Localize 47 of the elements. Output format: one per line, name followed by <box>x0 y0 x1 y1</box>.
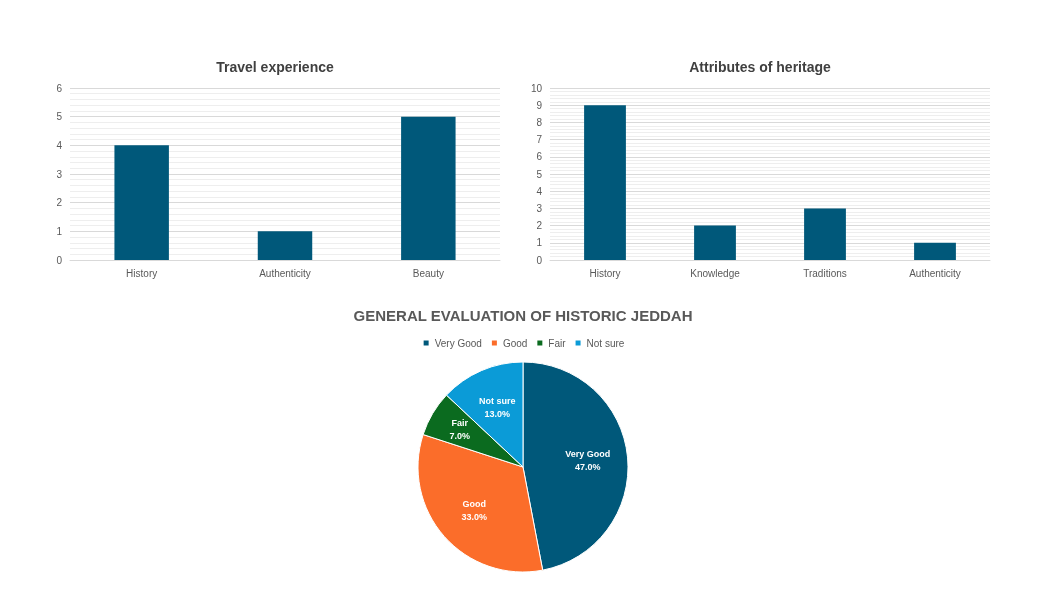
legend-label: Very Good <box>434 337 482 349</box>
y-tick-label: 0 <box>536 254 543 266</box>
data-label: 7.0% <box>449 431 470 442</box>
data-label: 13.0% <box>484 408 510 419</box>
x-tick-label: Authenticity <box>259 267 311 279</box>
x-tick-label: Knowledge <box>690 267 741 279</box>
y-tick-label: 7 <box>536 134 543 146</box>
legend-label: Good <box>502 337 528 349</box>
y-tick-label: 2 <box>536 220 543 232</box>
bar <box>804 208 846 260</box>
y-tick-label: 6 <box>56 82 63 94</box>
bar <box>914 242 956 260</box>
slice-label: Fair <box>451 418 469 429</box>
bar <box>114 145 169 260</box>
y-tick-label: 4 <box>536 185 543 197</box>
slice-label: Very Good <box>565 449 611 460</box>
y-tick-label: 2 <box>56 197 63 209</box>
x-tick-label: History <box>589 267 621 279</box>
y-tick-label: 3 <box>56 168 63 180</box>
y-tick-label: 5 <box>56 111 63 123</box>
bar <box>694 225 736 260</box>
chart-title: Travel experience <box>216 59 334 75</box>
y-tick-label: 8 <box>536 116 543 128</box>
y-tick-label: 4 <box>56 139 63 151</box>
slice-label: Good <box>462 498 486 509</box>
bar <box>584 105 626 260</box>
x-tick-label: Traditions <box>803 267 847 279</box>
chart-title: Attributes of heritage <box>689 59 831 75</box>
y-tick-label: 9 <box>536 99 543 111</box>
data-label: 33.0% <box>461 511 487 522</box>
y-tick-label: 3 <box>536 202 543 214</box>
bar <box>257 231 313 260</box>
x-tick-label: History <box>126 267 158 279</box>
y-tick-label: 1 <box>56 225 63 237</box>
data-label: 47.0% <box>575 462 601 473</box>
y-tick-label: 10 <box>530 82 543 94</box>
legend-label: Fair <box>548 337 567 349</box>
y-tick-label: 0 <box>56 254 63 266</box>
y-tick-label: 5 <box>536 168 543 180</box>
y-tick-label: 1 <box>536 237 543 249</box>
chart-title: GENERAL EVALUATION OF HISTORIC JEDDAH <box>353 307 693 324</box>
slice-label: Not sure <box>478 395 516 406</box>
x-tick-label: Beauty <box>412 267 444 279</box>
y-tick-label: 6 <box>536 151 543 163</box>
bar <box>401 116 456 260</box>
x-tick-label: Authenticity <box>909 267 961 279</box>
legend-label: Not sure <box>586 337 625 349</box>
